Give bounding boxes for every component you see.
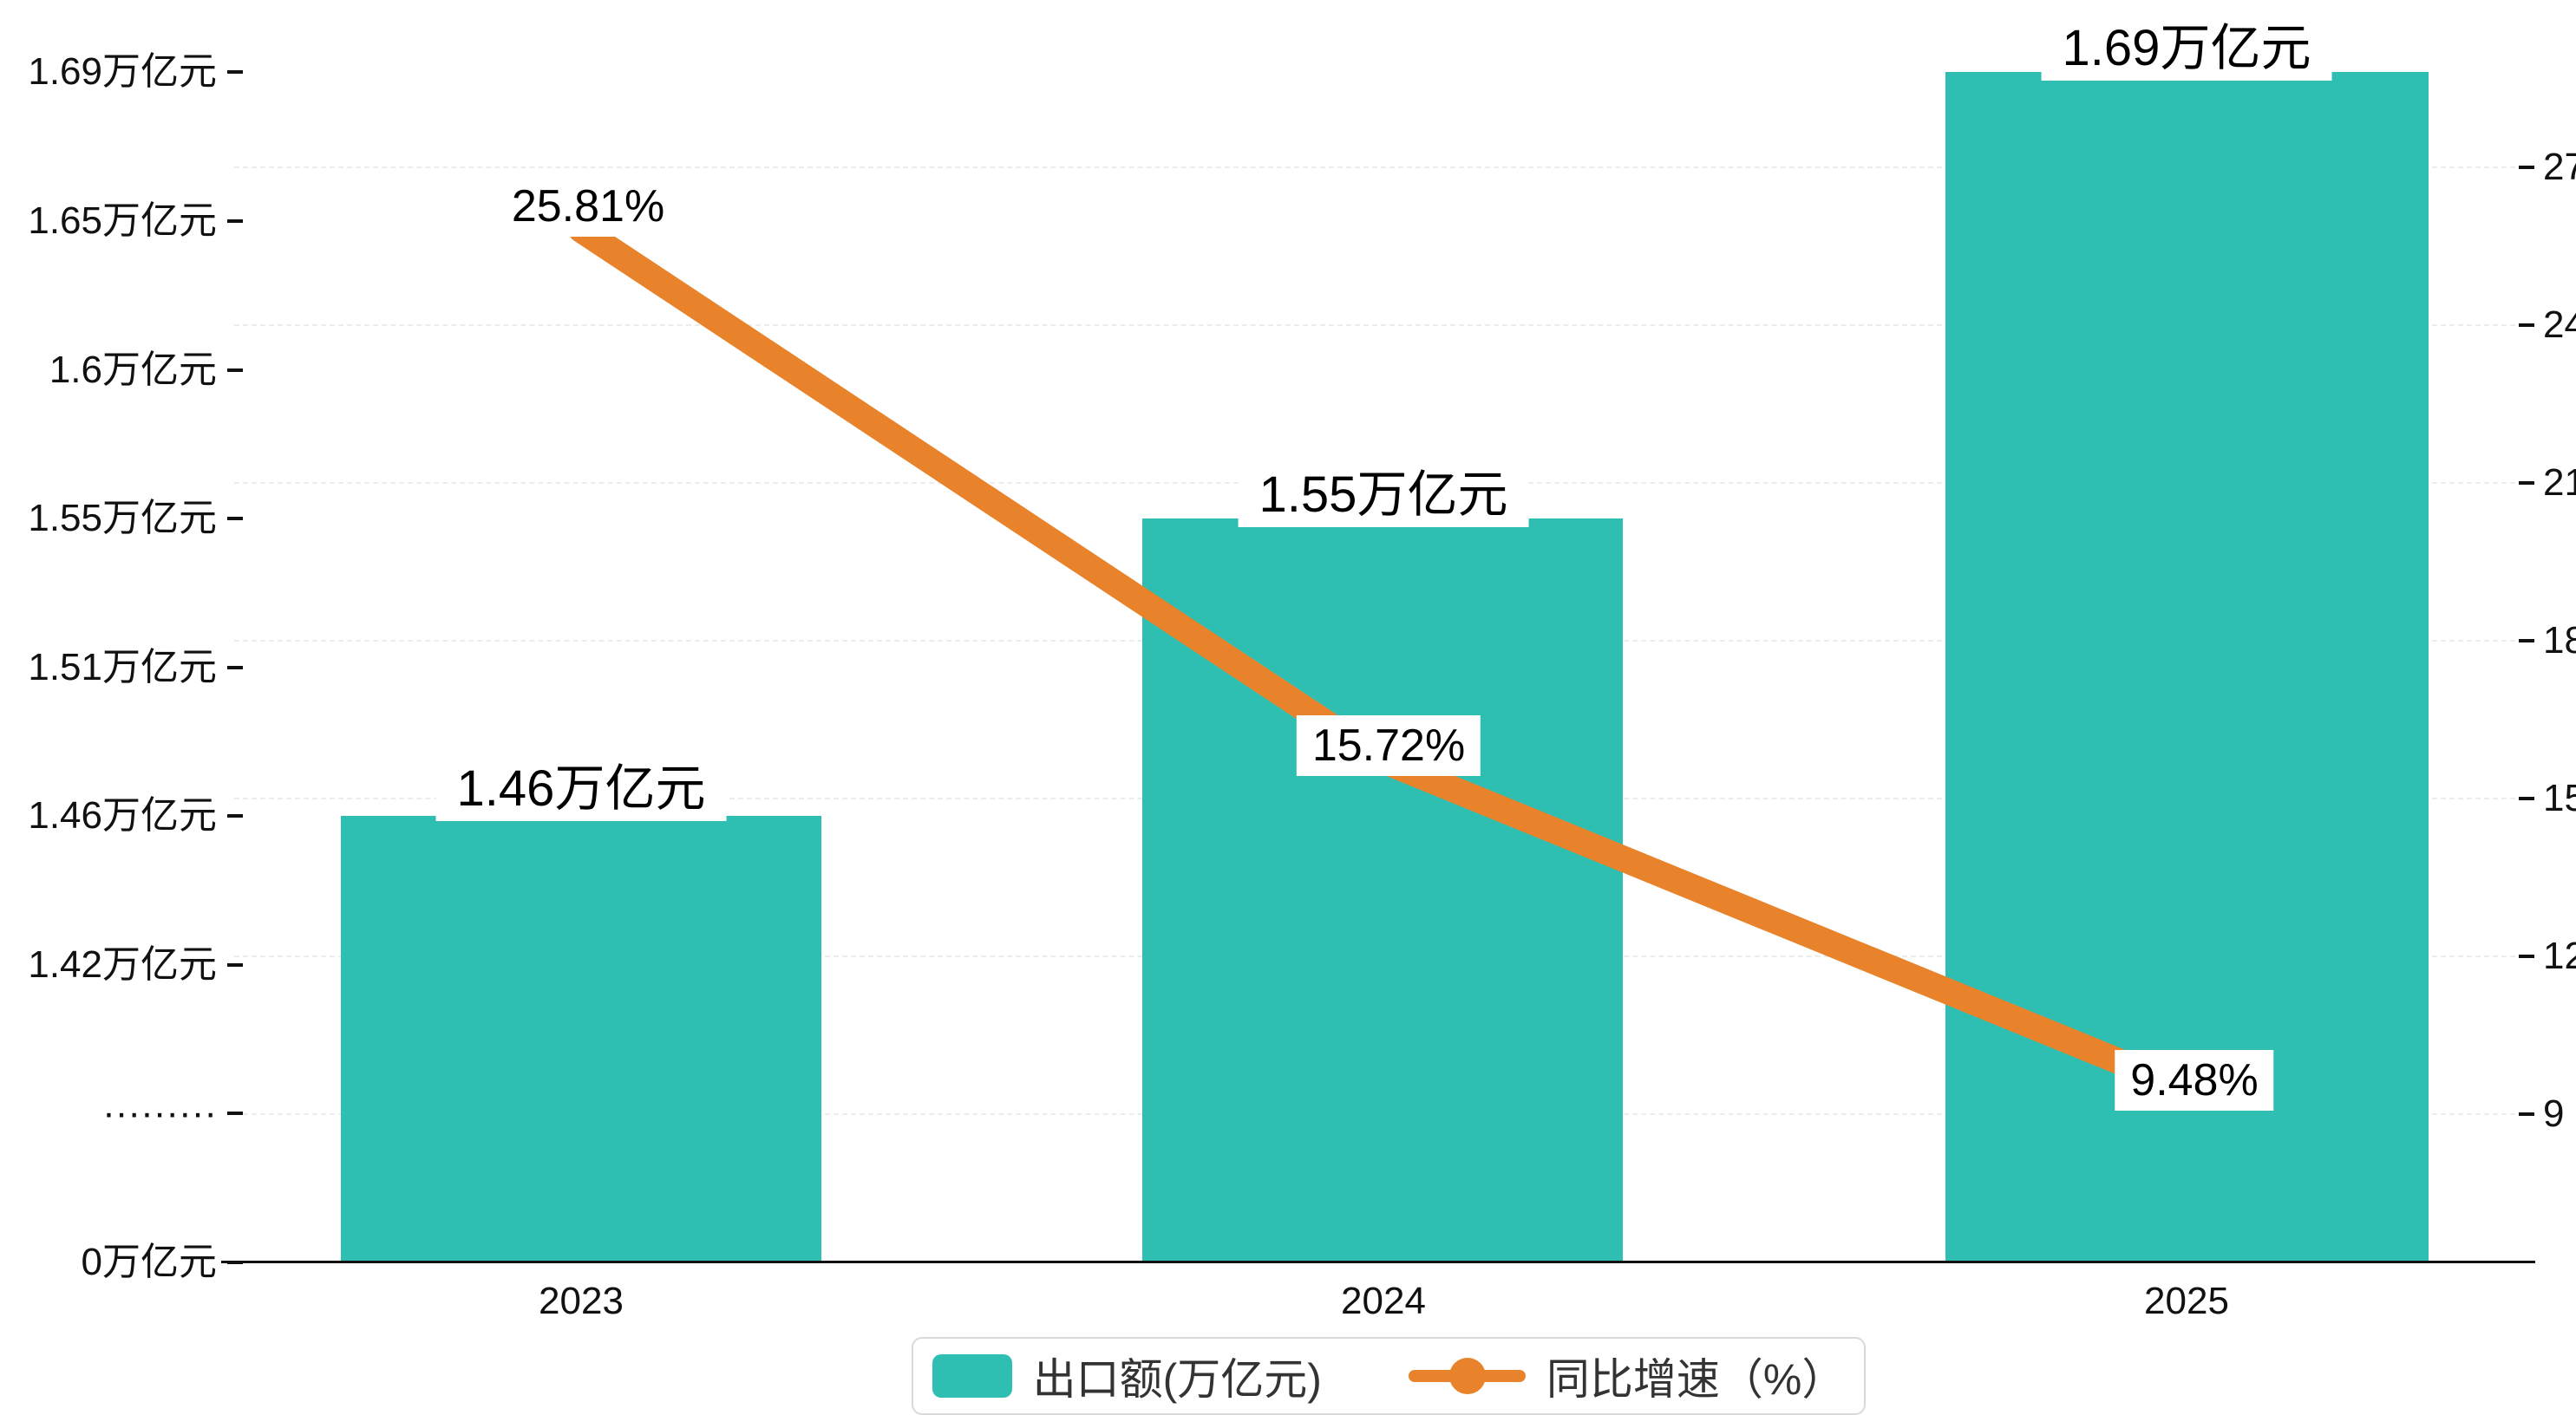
x-axis-label-2024: 2024 — [1341, 1280, 1426, 1322]
x-axis-label-2023: 2023 — [539, 1280, 624, 1322]
line-series-marker-icon — [1408, 1358, 1526, 1394]
tick-mark — [227, 219, 243, 223]
right-axis-tick-label: 9 — [2543, 1092, 2565, 1135]
left-axis-tick-label: 1.55万亿元 — [28, 497, 217, 539]
bar-2024[interactable] — [1142, 518, 1623, 1262]
tick-mark — [2519, 1112, 2534, 1116]
tick-mark — [227, 1112, 243, 1115]
tick-mark — [2519, 323, 2534, 327]
left-axis-tick-label: 0万亿元 — [81, 1241, 217, 1283]
tick-mark — [227, 517, 243, 520]
right-axis-tick-label: 18 — [2543, 619, 2576, 662]
x-axis-label-2025: 2025 — [2144, 1280, 2229, 1322]
tick-mark — [227, 814, 243, 818]
tick-mark — [2519, 481, 2534, 485]
line-value-label: 15.72% — [1296, 715, 1481, 776]
grid-line — [234, 166, 2533, 168]
right-axis-tick-label: 27 — [2543, 146, 2576, 188]
left-axis-tick-label: 1.42万亿元 — [28, 943, 217, 986]
tick-mark — [227, 368, 243, 372]
left-axis-tick-label: 1.51万亿元 — [28, 646, 217, 688]
legend: 出口额(万亿元) 同比增速（%） — [912, 1337, 1866, 1415]
tick-mark — [227, 70, 243, 74]
tick-mark — [2519, 797, 2534, 800]
bar-value-label: 1.55万亿元 — [1238, 463, 1529, 527]
bar-value-label: 1.69万亿元 — [2041, 16, 2332, 81]
line-value-label: 25.81% — [495, 176, 681, 237]
left-axis-tick-label: 1.65万亿元 — [28, 199, 217, 242]
bar-series-swatch-icon — [932, 1354, 1012, 1398]
right-axis-tick-label: 15 — [2543, 777, 2576, 819]
tick-mark — [2519, 955, 2534, 958]
legend-item-export[interactable]: 出口额(万亿元) — [932, 1345, 1322, 1407]
legend-label-growth: 同比增速（%） — [1546, 1355, 1846, 1404]
right-axis-tick-label: 12 — [2543, 935, 2576, 977]
tick-mark — [227, 666, 243, 669]
tick-mark — [2519, 639, 2534, 642]
legend-item-growth[interactable]: 同比增速（%） — [1408, 1345, 1846, 1407]
line-value-label: 9.48% — [2115, 1050, 2274, 1111]
left-axis-break-label: ········· — [102, 1092, 217, 1134]
bar-2023[interactable] — [341, 816, 821, 1262]
left-axis-tick-label: 1.46万亿元 — [28, 794, 217, 837]
x-axis-line — [221, 1261, 2535, 1263]
legend-label-export: 出口额(万亿元) — [1032, 1355, 1322, 1404]
left-axis-tick-label: 1.69万亿元 — [28, 50, 217, 93]
left-axis-tick-label: 1.6万亿元 — [49, 349, 217, 391]
tick-mark — [227, 963, 243, 967]
tick-mark — [2519, 166, 2534, 169]
right-axis-tick-label: 24 — [2543, 303, 2576, 346]
bar-value-label: 1.46万亿元 — [435, 757, 727, 821]
right-axis-tick-label: 21 — [2543, 461, 2576, 504]
